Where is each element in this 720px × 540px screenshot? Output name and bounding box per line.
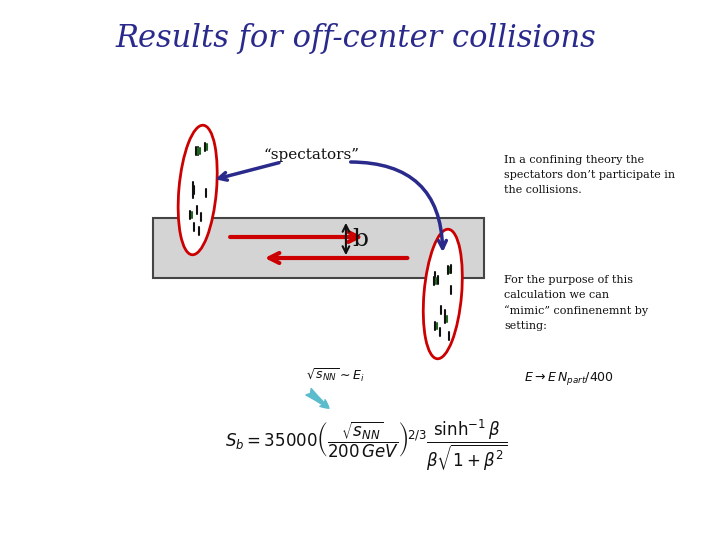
Text: In a confining theory the
spectators don’t participate in
the collisions.: In a confining theory the spectators don… bbox=[504, 155, 675, 194]
Text: For the purpose of this
calculation we can
“mimic” confinenemnt by
setting:: For the purpose of this calculation we c… bbox=[504, 275, 648, 330]
Text: $S_b = 35000\left(\dfrac{\sqrt{s_{NN}}}{200\,GeV}\right)^{\!2/3}\dfrac{\sinh^{-1: $S_b = 35000\left(\dfrac{\sqrt{s_{NN}}}{… bbox=[225, 417, 507, 473]
Ellipse shape bbox=[423, 229, 462, 359]
Text: “spectators”: “spectators” bbox=[264, 148, 359, 162]
Text: $E \rightarrow E\,N_{part}/400$: $E \rightarrow E\,N_{part}/400$ bbox=[524, 370, 614, 387]
Text: b: b bbox=[352, 228, 368, 252]
Text: $\sqrt{s_{NN}} \sim E_i$: $\sqrt{s_{NN}} \sim E_i$ bbox=[307, 366, 365, 384]
Bar bbox=[153, 218, 485, 278]
Text: Results for off-center collisions: Results for off-center collisions bbox=[115, 23, 596, 53]
Ellipse shape bbox=[178, 125, 217, 255]
